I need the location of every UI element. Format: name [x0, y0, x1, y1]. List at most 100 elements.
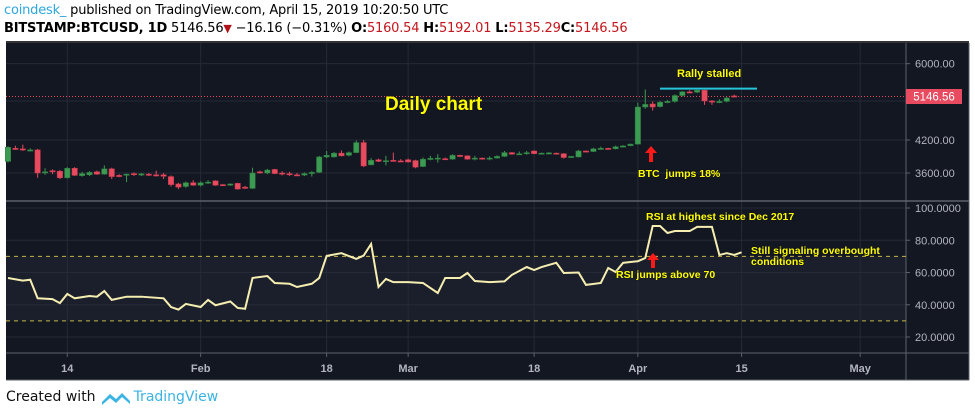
- candle-up: [79, 171, 86, 177]
- candle-up: [620, 145, 626, 148]
- candle-body: [420, 158, 426, 167]
- candle-body: [27, 149, 34, 152]
- candle-body: [412, 160, 419, 168]
- price-tick-label: 3600.00: [915, 168, 955, 180]
- candle-body: [620, 145, 626, 148]
- candle-body: [649, 103, 656, 108]
- low-value: 5135.29: [508, 21, 561, 36]
- tradingview-link[interactable]: TradingView: [133, 389, 219, 405]
- symbol-info: BITSTAMP:BTCUSD, 1D 5146.56▼ −16.16 (−0.…: [4, 21, 628, 36]
- annotation-daily-chart: Daily chart: [385, 94, 483, 115]
- candle-up: [494, 155, 501, 159]
- candle-down: [93, 170, 100, 175]
- candle-body: [190, 182, 197, 186]
- candle-down: [294, 172, 300, 177]
- candle-up: [657, 100, 664, 108]
- candle-down: [56, 170, 63, 180]
- candle-up: [5, 146, 11, 163]
- close-value: 5146.56: [575, 21, 628, 36]
- candle-up: [664, 100, 671, 104]
- candle-down: [190, 180, 197, 186]
- candle-body: [294, 174, 300, 177]
- candle-up: [323, 150, 330, 159]
- annotation-still-line2: conditions: [751, 256, 805, 268]
- candle-body: [101, 168, 108, 175]
- candle-up: [627, 143, 634, 147]
- candle-down: [108, 167, 115, 180]
- candle-up: [420, 157, 426, 168]
- candle-body: [709, 100, 715, 103]
- candle-up: [123, 173, 130, 183]
- candle-body: [457, 155, 463, 157]
- author-link[interactable]: coindesk_: [4, 3, 67, 18]
- candle-up: [597, 146, 604, 150]
- candle-up: [86, 171, 93, 176]
- candle-body: [116, 175, 123, 177]
- candle-body: [56, 170, 63, 179]
- candle-down: [560, 153, 567, 159]
- candle-down: [168, 175, 174, 187]
- candles: [5, 89, 738, 190]
- price-axis[interactable]: 6000.00 4200.00 3600.00: [906, 59, 955, 180]
- time-tick-label: 15: [735, 363, 747, 375]
- time-tick-label: Feb: [191, 363, 211, 375]
- candle-up: [264, 168, 271, 175]
- candle-body: [264, 169, 271, 174]
- candle-body: [590, 148, 597, 152]
- candle-body: [538, 152, 545, 155]
- candle-up: [671, 94, 678, 103]
- time-axis[interactable]: 14 Feb 18 Mar 18 Apr 15 May: [61, 353, 872, 375]
- candle-body: [212, 180, 219, 186]
- candle-down: [212, 180, 219, 186]
- candle-down: [145, 172, 152, 176]
- candle-down: [553, 152, 560, 155]
- candle-up: [501, 150, 508, 157]
- candle-down: [397, 159, 404, 163]
- candle-up: [449, 154, 456, 160]
- candle-down: [131, 172, 137, 176]
- candle-down: [531, 150, 538, 155]
- time-tick-label: May: [849, 363, 871, 375]
- candle-down: [286, 171, 293, 176]
- time-tick-label: 14: [61, 363, 74, 375]
- candle-body: [405, 159, 412, 163]
- candle-body: [256, 171, 263, 174]
- candle-body: [108, 168, 115, 177]
- candle-up: [331, 152, 337, 158]
- triangle-down-icon: ▼: [223, 22, 232, 35]
- candle-body: [316, 156, 323, 173]
- open-label: O:: [351, 21, 367, 36]
- rsi-axis[interactable]: 100.0000 80.0000 60.0000 40.0000 20.0000: [906, 203, 961, 344]
- published-text: published on TradingView.com, April 15, …: [66, 3, 449, 18]
- candle-up: [42, 168, 48, 175]
- candle-down: [49, 169, 56, 175]
- vertical-grid: [66, 43, 861, 353]
- candle-down: [375, 158, 382, 162]
- candle-body: [671, 95, 678, 102]
- candle-body: [605, 148, 612, 150]
- candle-body: [345, 152, 352, 156]
- candle-up: [434, 154, 441, 163]
- candle-body: [19, 148, 26, 151]
- candle-body: [449, 155, 456, 160]
- candle-up: [612, 145, 619, 150]
- candle-body: [234, 183, 241, 190]
- candle-body: [138, 173, 145, 176]
- candle-up: [227, 183, 234, 186]
- tradingview-logo-icon: [101, 393, 130, 405]
- publish-info: coindesk_ published on TradingView.com, …: [4, 3, 448, 18]
- candle-up: [368, 158, 375, 166]
- candle-down: [731, 94, 738, 98]
- candle-body: [197, 182, 204, 186]
- arrow-up-icon: [647, 253, 659, 268]
- annotation-still-line1: Still signaling overbought: [751, 245, 880, 257]
- candle-body: [153, 174, 160, 177]
- candle-up: [634, 102, 641, 145]
- time-tick-label: Apr: [628, 363, 648, 375]
- candle-up: [516, 151, 523, 156]
- candle-down: [649, 101, 656, 111]
- candle-body: [397, 160, 404, 163]
- candle-up: [723, 96, 730, 103]
- candle-body: [227, 183, 234, 186]
